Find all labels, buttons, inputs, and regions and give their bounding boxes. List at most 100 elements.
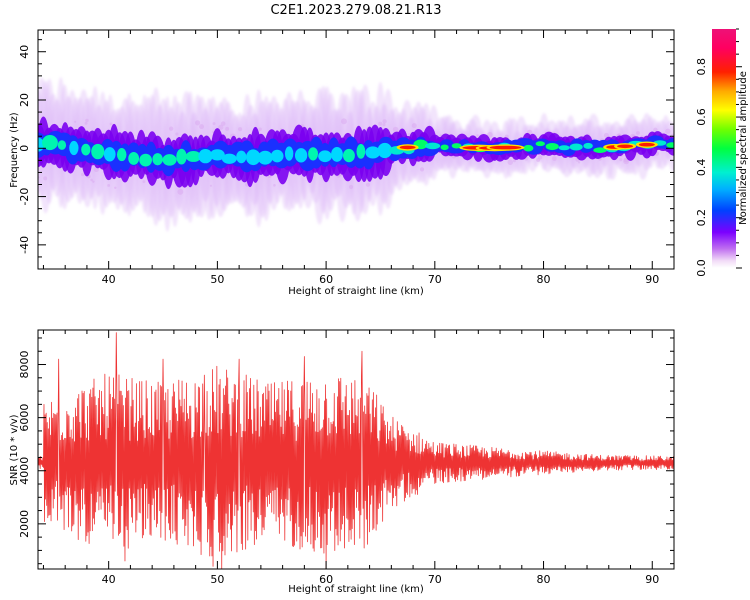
spectrogram-cyan-blob [523,144,534,152]
spectrogram-cyan-blob [69,140,79,156]
spectrogram-y-tick-label: 0 [18,145,31,152]
spectrogram-faint-dot [258,127,262,131]
spectrogram-cyan-blob [666,142,674,148]
colorbar-label: Normalized spectral amplitude [738,71,749,225]
spectrogram-faint-dot [636,131,640,135]
spectrogram-cyan-blob [221,153,237,164]
spectrogram-cyan-blob [103,147,116,162]
spectrogram-faint-dot [195,120,201,126]
spectrogram-x-ticks: 40 50 60 70 80 90 [42,30,675,286]
spectrogram-panel: 40 50 60 70 80 90 -40 -20 0 20 40 Height of strai… [9,29,675,297]
spectrogram-band [38,76,674,232]
spectrogram-faint-dot [578,161,581,164]
snr-y-tick-label: 4000 [18,457,31,485]
spectrogram-faint-dot [90,178,93,182]
spectrogram-faint-dot [653,127,658,133]
spectrogram-x-axis-label: Height of straight line (km) [288,286,424,297]
snr-x-tick-label: 50 [210,573,224,586]
spectrogram-faint-dot [43,176,48,181]
spectrogram-cyan-blob [245,149,261,166]
spectrogram-faint-dot [238,127,243,132]
spectrogram-cyan-blob [176,148,187,165]
spectrogram-faint-dot [411,123,417,129]
spectrogram-cyan-blob [535,141,545,147]
colorbar-tick-label: 0.6 [695,108,708,126]
spectrogram-cyan-blob [57,140,67,150]
colorbar-tick-label: 0.2 [695,209,708,227]
spectrogram-x-tick-label: 80 [537,273,551,286]
spectrogram-cyan-blob [198,149,213,164]
snr-y-axis-label: SNR (10 * v/v) [9,414,20,485]
snr-x-axis-label: Height of straight line (km) [288,584,424,595]
spectrogram-cyan-blob [365,146,381,159]
spectrogram-y-tick-label: 40 [18,45,31,59]
spectrogram-faint-dot [536,157,541,162]
spectrogram-cyan-blob [545,142,559,151]
colorbar-body [712,29,736,268]
spectrogram-y-axis-label: Frequency (Hz) [9,112,20,188]
spectrogram-cyan-blob [139,153,152,167]
spectrogram-cyan-blob [128,152,140,165]
spectrogram-cyan-blob [236,150,247,164]
snr-y-tick-label: 2000 [18,510,31,538]
spectrogram-cyan-blob [558,145,570,151]
spectrogram-red-peak [617,144,634,149]
snr-x-tick-label: 60 [319,573,333,586]
spectrogram-cyan-blob [294,148,308,163]
snr-series-line [38,332,674,569]
spectrogram-cyan-blob [162,154,177,166]
spectrogram-faint-dot [407,133,411,136]
spectrogram-cyan-blob [257,150,273,165]
spectrogram-faint-dot [619,158,623,162]
spectrogram-cyan-blob [185,151,202,162]
spectrogram-faint-dot [512,159,516,163]
spectrogram-faint-dot [142,180,146,184]
spectrogram-cyan-blob [152,153,163,166]
snr-x-tick-label: 40 [102,573,116,586]
spectrogram-cyan-blob [569,143,583,151]
spectrogram-cyan-blob [308,147,319,161]
spectrogram-faint-dot [552,156,557,161]
figure-title: C2E1.2023.279.08.21.R13 [270,3,441,18]
spectrogram-x-tick-label: 70 [428,273,442,286]
spectrogram-faint-dot [212,122,216,126]
spectrogram-faint-dot [603,132,609,138]
spectrogram-faint-dot [92,180,95,183]
snr-y-tick-label: 8000 [18,351,31,379]
spectrogram-cyan-blob [342,148,355,163]
spectrogram-faint-dot [114,186,117,189]
spectrogram-faint-dot [341,118,347,125]
spectrogram-faint-dot [74,120,77,123]
colorbar-tick-label: 0.8 [695,58,708,76]
spectrogram-cyan-blob [209,149,225,161]
colorbar: 0.0 0.2 0.4 0.6 0.8 Normalized spectral ampl… [695,28,749,277]
spectrogram-faint-dot [665,128,671,134]
spectrogram-cyan-blob [440,144,449,151]
spectrogram-faint-dot [382,123,386,127]
snr-x-tick-label: 80 [537,573,551,586]
spectrogram-cyan-blob [356,144,366,159]
spectrogram-faint-dot [175,132,179,136]
spectrogram-faint-dot [225,126,230,131]
spectrogram-y-tick-label: 20 [18,93,31,107]
spectrogram-cyan-blob [284,146,294,161]
spectrogram-faint-dot [392,126,399,133]
spectrogram-faint-dot [220,121,226,126]
spectrogram-red-peak [638,142,655,147]
spectrogram-faint-dot [218,124,224,130]
spectrogram-faint-dot [476,134,479,137]
snr-x-tick-label: 90 [645,573,659,586]
spectrogram-faint-dot [378,121,383,126]
snr-y-ticks: 2000 4000 6000 8000 [18,337,674,565]
spectrogram-x-tick-label: 50 [210,273,224,286]
spectrogram-faint-dot [177,188,184,195]
spectrogram-cyan-blob [91,143,105,160]
spectrogram-faint-dot [85,118,89,123]
spectrogram-faint-dot [348,184,354,190]
spectrogram-cyan-blob [81,143,91,156]
spectrogram-faint-dot [487,131,493,138]
spectrogram-y-tick-label: -20 [18,188,31,206]
spectrogram-cyan-blob [377,142,393,159]
spectrogram-red-peak [399,145,416,150]
